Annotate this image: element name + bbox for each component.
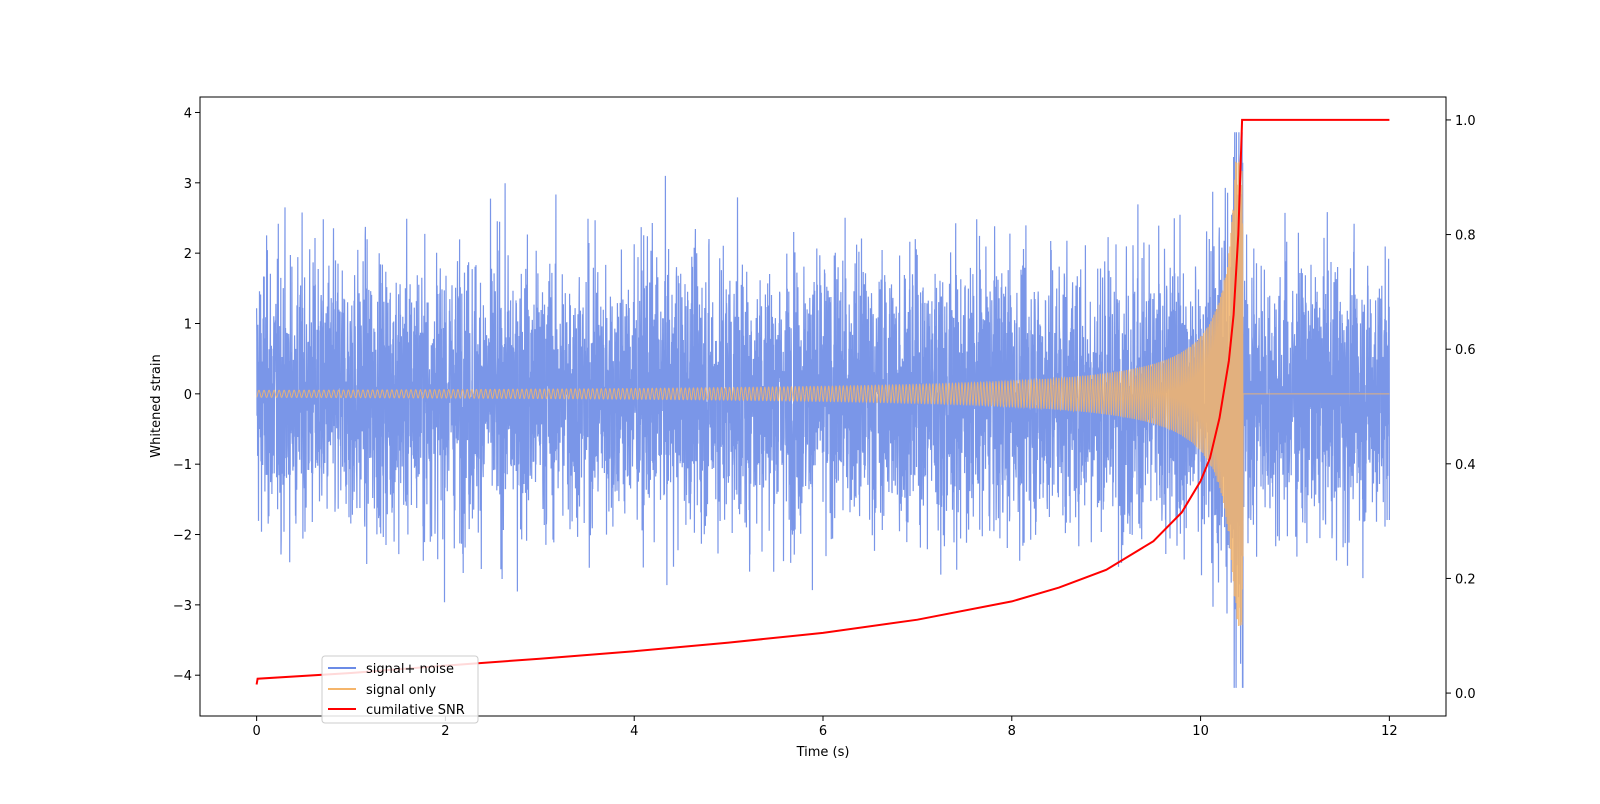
x-tick-label: 4	[630, 724, 638, 739]
y-right-tick-label: 0.0	[1455, 687, 1476, 702]
y-tick-label: 2	[184, 247, 192, 262]
y-tick-label: −4	[173, 669, 192, 684]
y-tick-label: −1	[173, 458, 192, 473]
x-tick-label: 12	[1381, 724, 1398, 739]
legend-label-signal-noise: signal+ noise	[366, 662, 454, 677]
x-tick-label: 0	[252, 724, 260, 739]
y-right-tick-label: 1.0	[1455, 114, 1476, 129]
y-tick-label: 0	[184, 388, 192, 403]
y-right-tick-label: 0.6	[1455, 343, 1476, 358]
y-axis-label: Whitened strain	[149, 354, 164, 457]
series-signal-only-line	[256, 161, 1390, 626]
x-tick-label: 8	[1008, 724, 1016, 739]
y-tick-label: 3	[184, 177, 192, 192]
y-right-tick-label: 0.8	[1455, 229, 1476, 244]
legend-label-cumulative-snr: cumilative SNR	[366, 703, 465, 718]
data-layer	[255, 118, 1390, 688]
y-tick-label: 4	[184, 106, 192, 121]
legend-frame	[321, 655, 479, 724]
legend-label-signal-only: signal only	[366, 683, 436, 698]
y-tick-label: −2	[173, 529, 192, 544]
y-tick-label: −3	[173, 599, 192, 614]
y-right-tick-label: 0.2	[1455, 572, 1476, 587]
legend: signal+ noise signal only cumilative SNR	[321, 655, 479, 724]
x-tick-label: 2	[441, 724, 449, 739]
y-right-tick-label: 0.4	[1455, 458, 1476, 473]
x-tick-label: 10	[1192, 724, 1209, 739]
x-axis-label: Time (s)	[796, 745, 850, 760]
x-tick-label: 6	[819, 724, 827, 739]
y-tick-label: 1	[184, 317, 192, 332]
series-cumulative-snr-line	[255, 118, 1390, 685]
